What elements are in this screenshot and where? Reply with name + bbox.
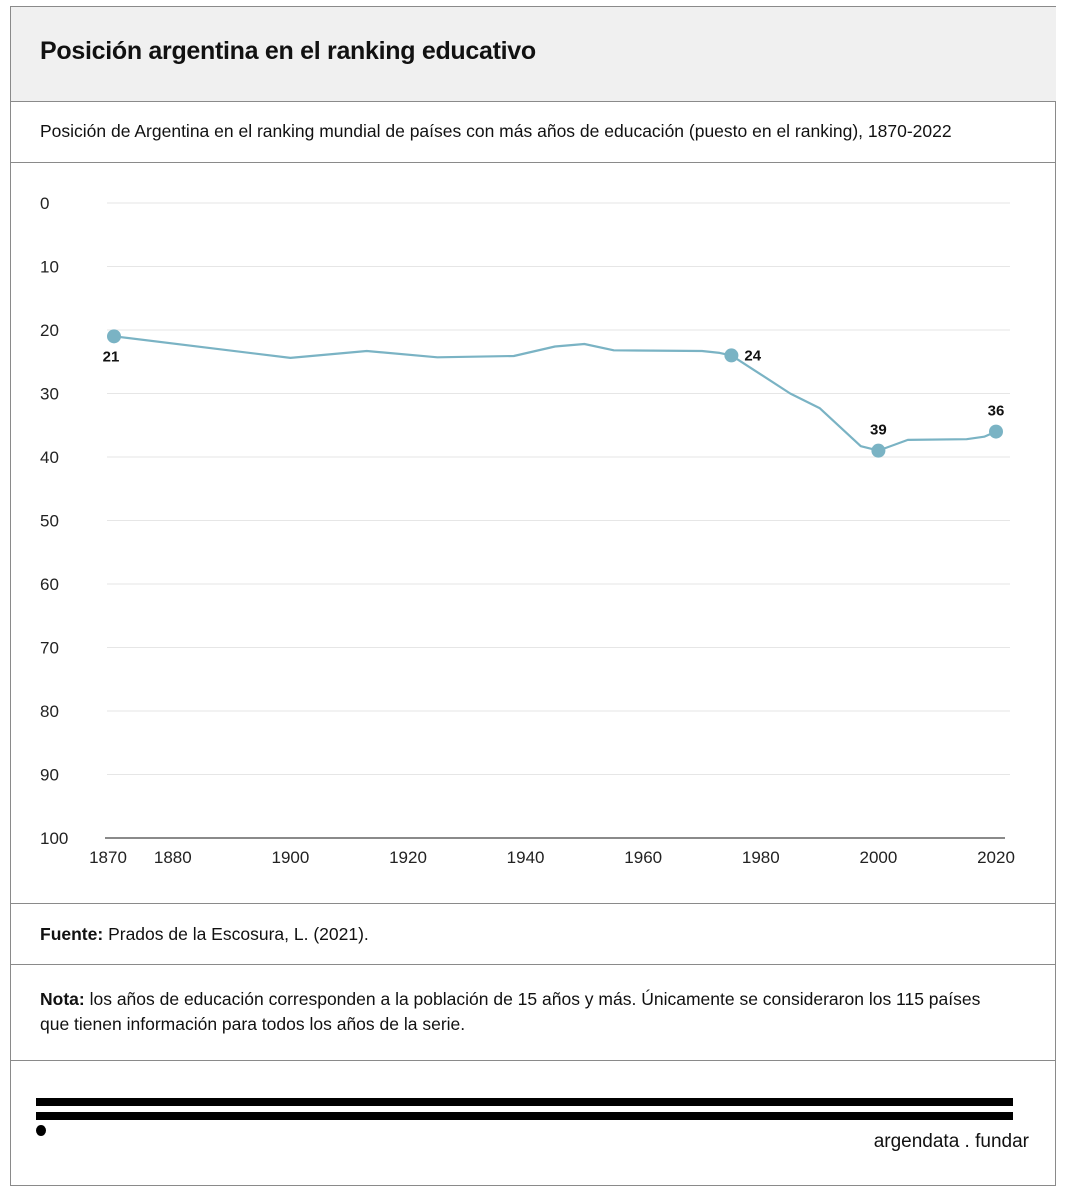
- x-tick-label: 1870: [89, 848, 127, 867]
- y-tick-label: 0: [40, 194, 49, 213]
- data-point: [989, 424, 1003, 439]
- note-section: Nota: los años de educación corresponden…: [11, 965, 1056, 1061]
- source-value: Prados de la Escosura, L. (2021).: [103, 924, 369, 944]
- x-tick-label: 2020: [977, 848, 1015, 867]
- x-tick-label: 1920: [389, 848, 427, 867]
- chart-subtitle: Posición de Argentina en el ranking mund…: [40, 121, 952, 141]
- y-tick-label: 90: [40, 766, 59, 785]
- data-point: [107, 329, 121, 344]
- source-label: Fuente:: [40, 924, 104, 944]
- x-tick-label: 1960: [624, 848, 662, 867]
- y-tick-label: 30: [40, 385, 59, 404]
- logo-dot: [36, 1125, 46, 1136]
- y-tick-label: 40: [40, 448, 59, 467]
- source-text: Fuente: Prados de la Escosura, L. (2021)…: [40, 924, 369, 945]
- data-label: 24: [744, 347, 761, 364]
- logo-bar-bottom: [36, 1112, 1013, 1120]
- logo-bar-top: [36, 1098, 1013, 1106]
- y-tick-label: 60: [40, 575, 59, 594]
- line-chart: 0 10 20 30 40 50 60 70 80 90 100 1870 1880 1900 1920 19…: [40, 194, 1015, 867]
- data-point: [871, 443, 886, 458]
- note-text: Nota: los años de educación corresponden…: [40, 987, 1000, 1037]
- y-tick-label: 50: [40, 512, 59, 531]
- y-tick-label: 100: [40, 829, 68, 848]
- source-section: Fuente: Prados de la Escosura, L. (2021)…: [11, 904, 1056, 965]
- note-label: Nota:: [40, 989, 85, 1009]
- data-point: [724, 348, 739, 363]
- data-label: 21: [103, 348, 120, 365]
- footer-logo: argendata . fundar: [11, 1061, 1056, 1186]
- note-value: los años de educación corresponden a la …: [40, 989, 981, 1034]
- header: Posición argentina en el ranking educati…: [11, 7, 1056, 102]
- y-tick-label: 80: [40, 702, 59, 721]
- brand-name: argendata . fundar: [873, 1131, 1029, 1152]
- x-tick-label: 1980: [742, 848, 780, 867]
- x-tick-label: 2000: [859, 848, 897, 867]
- page-title: Posición argentina en el ranking educati…: [40, 37, 536, 65]
- card-border: [10, 6, 1056, 1186]
- y-tick-label: 20: [40, 321, 59, 340]
- x-tick-label: 1880: [154, 848, 192, 867]
- x-tick-label: 1900: [271, 848, 309, 867]
- x-tick-label: 1940: [507, 848, 545, 867]
- data-label: 36: [988, 403, 1005, 420]
- y-tick-label: 10: [40, 258, 59, 277]
- chart-section: 0 10 20 30 40 50 60 70 80 90 100 1870 1880 1900 1920 19…: [11, 163, 1056, 904]
- data-label: 39: [870, 422, 887, 439]
- y-tick-label: 70: [40, 639, 59, 658]
- subtitle-section: Posición de Argentina en el ranking mund…: [11, 102, 1056, 163]
